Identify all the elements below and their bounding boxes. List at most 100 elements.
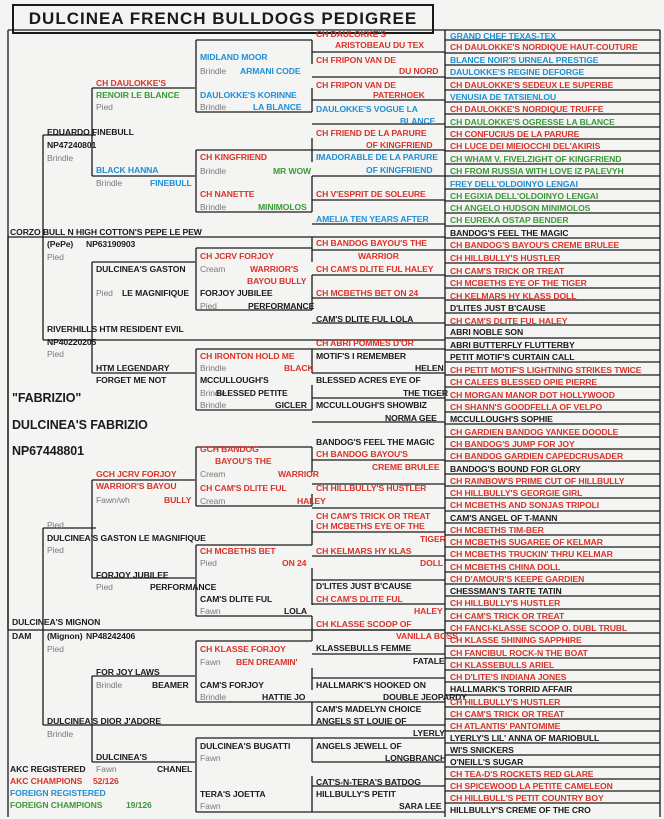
pedigree-text: Pied bbox=[96, 288, 113, 298]
pedigree-text: GRAND CHEF TEXAS-TEX bbox=[450, 31, 556, 41]
pedigree-text: CH MORGAN MANOR DOT HOLLYWOOD bbox=[450, 390, 615, 400]
pedigree-text: CH NANETTE bbox=[200, 189, 255, 199]
pedigree-text: MINIMOLOS bbox=[258, 202, 307, 212]
pedigree-text: CREME BRULEE bbox=[372, 462, 440, 472]
pedigree-text: BAYOU BULLY bbox=[247, 276, 307, 286]
pedigree-text: CH DAULOKKE'S SEDEUX LE SUPERBE bbox=[450, 80, 614, 90]
pedigree-text: CH BANDOG BAYOU'S THE bbox=[316, 238, 427, 248]
pedigree-text: CH CAM'S DLITE FUL HALEY bbox=[450, 316, 568, 326]
pedigree-text: CH HILLBULLY'S HUSTLER bbox=[450, 253, 561, 263]
pedigree-text: PATERHOEK bbox=[373, 90, 425, 100]
pedigree-text: HALEY bbox=[414, 606, 443, 616]
pedigree-text: CH DAULOKKE'S OGRESSE LA BLANCE bbox=[450, 117, 615, 127]
pedigree-text: BEAMER bbox=[152, 680, 189, 690]
pedigree-text: Fawn bbox=[96, 764, 117, 774]
pedigree-text: DULCINEA'S DIOR J'ADORE bbox=[47, 716, 161, 726]
pedigree-text: Brindle bbox=[200, 102, 227, 112]
pedigree-text: VENUSIA DE TATSIENLOU bbox=[450, 92, 557, 102]
pedigree-text: O'NEILL'S SUGAR bbox=[450, 757, 524, 767]
pedigree-text: CH HILLBULLY'S HUSTLER bbox=[316, 483, 427, 493]
pedigree-text: CH MCBETHS SUGAREE OF KELMAR bbox=[450, 537, 603, 547]
pedigree-text: DAULOKKE'S KORINNE bbox=[200, 90, 297, 100]
pedigree-text: Pied bbox=[47, 349, 64, 359]
pedigree-text: ARMANI CODE bbox=[240, 66, 301, 76]
pedigree-text: MR WOW bbox=[273, 166, 312, 176]
pedigree-text: LA BLANCE bbox=[253, 102, 302, 112]
pedigree-text: ON 24 bbox=[282, 558, 307, 568]
pedigree-text: FORJOY JUBILEE bbox=[200, 288, 273, 298]
pedigree-text: HALEY bbox=[297, 496, 326, 506]
pedigree-text: Brindle bbox=[200, 388, 227, 398]
pedigree-text: CHESSMAN'S TARTE TATIN bbox=[450, 586, 562, 596]
pedigree-text: CH KLASSE FORJOY bbox=[200, 644, 286, 654]
pedigree-text: LYERLY bbox=[413, 728, 445, 738]
pedigree-text: CH BANDOG BAYOU'S bbox=[316, 449, 408, 459]
pedigree-text: AKC REGISTERED bbox=[10, 764, 86, 774]
pedigree-text: CH MCBETHS TRUCKIN' THRU KELMAR bbox=[450, 549, 613, 559]
pedigree-text: CH IRONTON HOLD ME bbox=[200, 351, 295, 361]
pedigree-text: CH DAULOKKE'S bbox=[316, 29, 386, 39]
pedigree-text: DULCINEA'S GASTON LE MAGNIFIQUE bbox=[47, 533, 206, 543]
pedigree-text: CAM'S DLITE FUL LOLA bbox=[316, 314, 414, 324]
pedigree-text: CH MCBETHS EYE OF THE TIGER bbox=[450, 278, 587, 288]
pedigree-text: CH KINGFRIEND bbox=[200, 152, 267, 162]
pedigree-text: LONGBRANCH bbox=[385, 753, 447, 763]
pedigree-text: CH TEA-D'S ROCKETS RED GLARE bbox=[450, 769, 594, 779]
pedigree-text: CH D'AMOUR'S KEEPE GARDIEN bbox=[450, 574, 585, 584]
pedigree-text: ANGELS ST LOUIE OF bbox=[316, 716, 407, 726]
pedigree-text: DU NORD bbox=[399, 66, 439, 76]
pedigree-text: CH V'ESPRIT DE SOLEURE bbox=[316, 189, 426, 199]
pedigree-text: Pied bbox=[200, 558, 217, 568]
pedigree-text: CH SHANN'S GOODFELLA OF VELPO bbox=[450, 402, 603, 412]
pedigree-text: CH ATLANTIS' PANTOMIME bbox=[450, 721, 561, 731]
pedigree-text: CH ANGELO HUDSON MINIMOLOS bbox=[450, 203, 591, 213]
pedigree-text: CH RAINBOW'S PRIME CUT OF HILLBULLY bbox=[450, 476, 625, 486]
pedigree-text: MCCULLOUGH'S bbox=[200, 375, 269, 385]
pedigree-text: Fawn bbox=[200, 657, 221, 667]
pedigree-text: Brindle bbox=[47, 153, 74, 163]
pedigree-text: DAM bbox=[12, 631, 32, 641]
pedigree-text: DULCINEA'S FABRIZIO bbox=[12, 418, 148, 432]
pedigree-text: (Mignon) bbox=[47, 631, 83, 641]
pedigree-text: FINEBULL bbox=[150, 178, 192, 188]
pedigree-text: FOR JOY LAWS bbox=[96, 667, 160, 677]
pedigree-text: Brindle bbox=[200, 166, 227, 176]
pedigree-text: ARISTOBEAU DU TEX bbox=[335, 40, 424, 50]
pedigree-text: KLASSEBULLS FEMME bbox=[316, 643, 412, 653]
pedigree-text: CH LUCE DEI MIEIOCCHI DEL'AKIRIS bbox=[450, 141, 601, 151]
pedigree-text: FORJOY JUBILEE bbox=[96, 570, 169, 580]
pedigree-text: GCH JCRV FORJOY bbox=[96, 469, 177, 479]
pedigree-text: CH MCBETHS AND SONJAS TRIPOLI bbox=[450, 500, 600, 510]
pedigree-text: BLACK HANNA bbox=[96, 165, 159, 175]
pedigree-text: CH KLASSEBULLS ARIEL bbox=[450, 660, 555, 670]
pedigree-text: CORZO BULL N HIGH COTTON'S PEPE LE PEW bbox=[10, 227, 202, 237]
pedigree-text: CH SPICEWOOD LA PETITE CAMELEON bbox=[450, 781, 613, 791]
pedigree-text: CH MCBETHS EYE OF THE bbox=[316, 521, 425, 531]
pedigree-text: TIGER bbox=[420, 534, 446, 544]
pedigree-text: DULCINEA'S GASTON bbox=[96, 264, 186, 274]
pedigree-text: HELEN bbox=[415, 363, 444, 373]
pedigree-text: BULLY bbox=[164, 495, 192, 505]
pedigree-text: LOLA bbox=[284, 606, 307, 616]
pedigree-text: MCCULLOUGH'S SHOWBIZ bbox=[316, 400, 427, 410]
pedigree-text: TERA'S JOETTA bbox=[200, 789, 266, 799]
pedigree-text: CH WHAM V. FIVELZIGHT OF KINGFRIEND bbox=[450, 154, 622, 164]
pedigree-text: WI'S SNICKERS bbox=[450, 745, 514, 755]
pedigree-text: VANILLA BOSS bbox=[396, 631, 458, 641]
pedigree-text: DAULOKKE'S REGINE DEFORGE bbox=[450, 67, 585, 77]
pedigree-text: CH HILLBULL'S PETIT COUNTRY BOY bbox=[450, 793, 604, 803]
pedigree-text: ANGELS JEWELL OF bbox=[316, 741, 402, 751]
pedigree-text: CH FROM RUSSIA WITH LOVE IZ PALEVYH bbox=[450, 166, 624, 176]
pedigree-text: ABRI NOBLE SON bbox=[450, 327, 524, 337]
pedigree-text: CH CAM'S TRICK OR TREAT bbox=[450, 266, 565, 276]
pedigree-text: CH EGIXIA DELL'OLDOINYO LENGAI bbox=[450, 191, 599, 201]
pedigree-text: CH FANCI-KLASSE SCOOP O. DUBL TRUBL bbox=[450, 623, 628, 633]
pedigree-text: CH PETIT MOTIF'S LIGHTNING STRIKES TWICE bbox=[450, 365, 642, 375]
pedigree-text: NP63190903 bbox=[86, 239, 136, 249]
pedigree-text: CAM'S ANGEL OF T-MANN bbox=[450, 513, 558, 523]
pedigree-text: OF KINGFRIEND bbox=[366, 140, 433, 150]
pedigree-text: Brindle bbox=[200, 363, 227, 373]
pedigree-text: THE TIGER bbox=[403, 388, 448, 398]
pedigree-text: CH CONFUCIUS DE LA PARURE bbox=[450, 129, 580, 139]
